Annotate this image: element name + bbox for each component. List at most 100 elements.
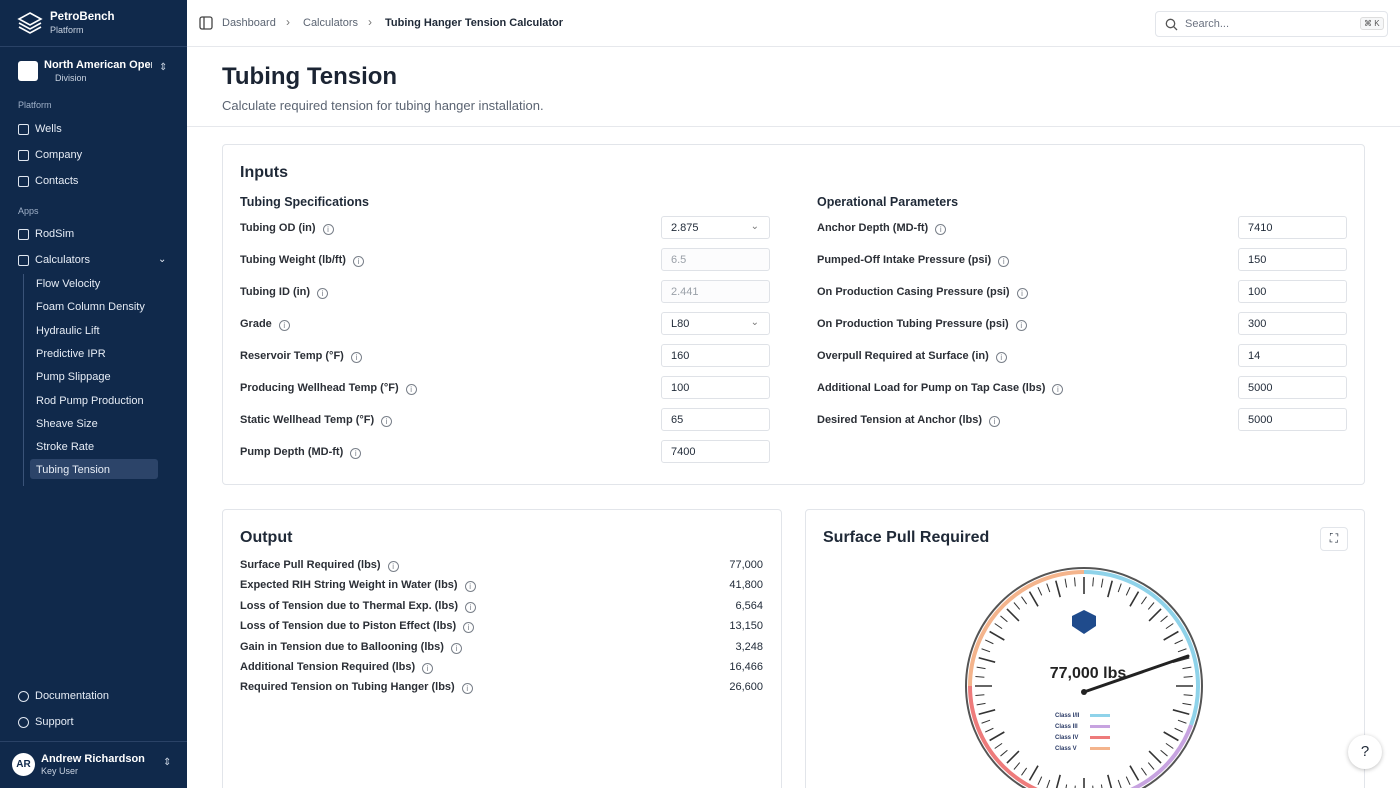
info-icon[interactable]: i: [278, 320, 290, 331]
division-switch[interactable]: ⇕: [159, 62, 168, 73]
nav-item[interactable]: RodSim: [35, 228, 75, 240]
gauge-reading: 77,000 lbs: [1050, 665, 1127, 682]
field-value: 65: [671, 414, 684, 426]
input-field[interactable]: 300: [1238, 312, 1347, 335]
nav-item[interactable]: Support: [35, 716, 74, 728]
sidebar-toggle[interactable]: [199, 16, 213, 30]
section-title: Tubing Specifications: [240, 195, 369, 209]
info-icon[interactable]: i: [998, 256, 1010, 267]
info-icon[interactable]: i: [464, 581, 476, 593]
info-icon[interactable]: i: [1052, 384, 1064, 395]
input-field[interactable]: 7400: [661, 440, 770, 463]
output-label: Loss of Tension due to Thermal Exp. (lbs…: [240, 600, 476, 613]
gauge-tick: [975, 676, 985, 678]
info-icon[interactable]: i: [381, 416, 393, 427]
field-label: Pumped-Off Intake Pressure (psi) i: [817, 254, 1010, 267]
field-value: 5000: [1248, 382, 1273, 394]
info-icon[interactable]: i: [317, 288, 329, 299]
input-field[interactable]: 150: [1238, 248, 1347, 271]
nav-item[interactable]: Documentation: [35, 690, 109, 702]
calculator-link[interactable]: Pump Slippage: [36, 371, 111, 384]
info-icon[interactable]: i: [461, 683, 473, 695]
active-highlight: [30, 459, 158, 480]
input-field[interactable]: 7410: [1238, 216, 1347, 239]
select-field[interactable]: L80 ⌄: [661, 312, 770, 335]
field-label: Grade i: [240, 318, 290, 331]
calculator-link[interactable]: Stroke Rate: [36, 441, 95, 454]
info-icon[interactable]: i: [322, 224, 334, 235]
nav-item[interactable]: Company: [35, 149, 83, 161]
gauge-tick: [1013, 602, 1021, 610]
legend-label: Class IV: [1055, 735, 1078, 741]
gauge-tick: [1174, 639, 1183, 645]
field-value: 150: [1248, 254, 1267, 266]
input-field: 6.5: [661, 248, 770, 271]
nav-item[interactable]: Contacts: [35, 175, 79, 187]
field-value: 100: [671, 382, 690, 394]
info-icon[interactable]: i: [463, 622, 475, 634]
calculator-link[interactable]: Sheave Size: [36, 417, 98, 430]
input-field[interactable]: 5000: [1238, 376, 1347, 399]
nav-item[interactable]: Wells: [35, 123, 62, 135]
division-name[interactable]: North American Opera: [44, 59, 152, 71]
output-label: Expected RIH String Weight in Water (lbs…: [240, 579, 476, 593]
info-icon[interactable]: i: [464, 601, 476, 613]
info-icon[interactable]: i: [935, 224, 947, 235]
calculator-link[interactable]: Predictive IPR: [36, 347, 106, 360]
output-value: 6,564: [735, 599, 763, 612]
breadcrumb[interactable]: Dashboard: [222, 17, 276, 29]
info-icon[interactable]: i: [450, 642, 462, 654]
input-field[interactable]: 100: [1238, 280, 1347, 303]
nav-item[interactable]: Calculators: [35, 254, 91, 266]
gauge-tick: [1028, 765, 1039, 781]
section-title: Operational Parameters: [817, 195, 959, 209]
info-icon[interactable]: i: [989, 416, 1001, 427]
nav-icon: [18, 176, 29, 187]
info-icon[interactable]: i: [350, 352, 362, 363]
input-field[interactable]: 160: [661, 344, 770, 367]
nav-icon: [18, 717, 29, 728]
calculator-link[interactable]: Hydraulic Lift: [36, 324, 100, 337]
gauge-tick: [1140, 767, 1147, 776]
info-icon[interactable]: i: [1016, 288, 1028, 299]
info-icon[interactable]: i: [995, 352, 1007, 363]
info-icon[interactable]: i: [405, 384, 417, 395]
breadcrumb[interactable]: Calculators: [303, 17, 359, 29]
fullscreen-button[interactable]: ⛶: [1320, 527, 1348, 551]
gauge-tick: [1055, 774, 1061, 788]
nav-icon: [18, 691, 29, 702]
select-field[interactable]: 2.875 ⌄: [661, 216, 770, 239]
input-field[interactable]: 14: [1238, 344, 1347, 367]
field-label: Tubing Weight (lb/ft) i: [240, 254, 364, 267]
info-icon[interactable]: i: [422, 663, 434, 674]
info-icon[interactable]: i: [350, 448, 362, 459]
gauge-tick: [1013, 762, 1021, 770]
input-field[interactable]: 100: [661, 376, 770, 399]
info-icon[interactable]: i: [352, 256, 364, 267]
gauge-tick: [1092, 785, 1094, 788]
gauge-tick: [1021, 767, 1028, 776]
calculator-link[interactable]: Tubing Tension: [36, 464, 110, 477]
calculator-link[interactable]: Flow Velocity: [36, 278, 101, 290]
gauge-tick: [978, 657, 996, 663]
input-field[interactable]: 65: [661, 408, 770, 431]
input-field[interactable]: 5000: [1238, 408, 1347, 431]
search-box[interactable]: Search... ⌘ K: [1155, 11, 1388, 37]
gauge-tick: [1092, 577, 1094, 587]
gauge-tick: [978, 709, 996, 715]
division-icon[interactable]: [18, 61, 38, 81]
user-name[interactable]: Andrew Richardson: [41, 753, 145, 765]
gauge-tick: [1074, 785, 1076, 788]
user-menu[interactable]: ⇕: [163, 757, 172, 768]
collapse-chevron[interactable]: ⌄: [158, 254, 167, 265]
help-button[interactable]: ?: [1348, 735, 1382, 769]
calculator-link[interactable]: Rod Pump Production: [36, 394, 144, 407]
calculator-link[interactable]: Foam Column Density: [36, 301, 145, 314]
avatar[interactable]: AR: [12, 753, 35, 776]
info-icon[interactable]: i: [1015, 320, 1027, 331]
page-subtitle: Calculate required tension for tubing ha…: [222, 98, 544, 113]
gauge-tick: [1055, 580, 1061, 598]
output-value: 13,150: [729, 620, 763, 633]
division-sub: Division: [55, 73, 87, 83]
info-icon[interactable]: i: [387, 561, 399, 572]
